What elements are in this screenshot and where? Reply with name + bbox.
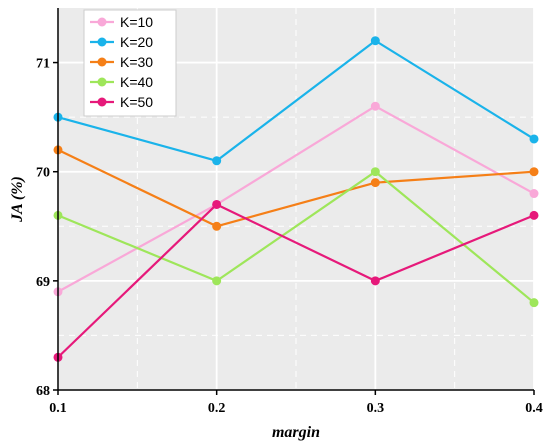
x-axis-title: margin (272, 424, 320, 441)
legend: K=10 K=20 K=30 K=40 K=50 (83, 9, 177, 117)
data-point (370, 36, 380, 46)
legend-item: K=10 (90, 14, 153, 30)
data-point (212, 221, 222, 231)
x-tick-label: 0.1 (49, 401, 67, 416)
data-point (370, 276, 380, 286)
legend-item: K=20 (90, 34, 153, 50)
data-point (529, 134, 539, 144)
legend-marker (97, 17, 107, 27)
legend-item: K=40 (90, 74, 153, 90)
legend-item: K=50 (90, 94, 153, 110)
data-point (529, 189, 539, 199)
data-point (212, 199, 222, 209)
y-tick-label: 68 (36, 384, 50, 399)
legend-marker (97, 57, 107, 67)
data-point (529, 210, 539, 220)
series-line (57, 170, 535, 304)
legend-label: K=20 (120, 34, 153, 50)
data-point (212, 276, 222, 286)
y-axis-title: JA (%) (9, 176, 26, 223)
series-line (57, 148, 535, 228)
legend-label: K=50 (120, 94, 153, 110)
y-tick-label: 70 (36, 166, 50, 181)
legend-item: K=30 (90, 54, 153, 70)
x-tick-label: 0.2 (208, 401, 226, 416)
data-point (370, 178, 380, 188)
legend-marker (97, 97, 107, 107)
data-point (529, 298, 539, 308)
y-tick-label: 71 (36, 57, 50, 72)
legend-label: K=30 (120, 54, 153, 70)
legend-label: K=40 (120, 74, 153, 90)
legend-marker (97, 37, 107, 47)
series-line (57, 39, 535, 162)
series-line (57, 203, 535, 359)
data-point (370, 101, 380, 111)
axes: 68 69 70 71 0.1 0.2 0.3 0.4 (36, 8, 543, 416)
legend-marker (97, 77, 107, 87)
y-tick-label: 69 (36, 275, 50, 290)
x-tick-label: 0.4 (525, 401, 543, 416)
series-4 (53, 167, 539, 308)
legend-label: K=10 (120, 14, 153, 30)
data-point (370, 167, 380, 177)
data-point (212, 156, 222, 166)
x-tick-label: 0.3 (367, 401, 385, 416)
data-point (529, 167, 539, 177)
